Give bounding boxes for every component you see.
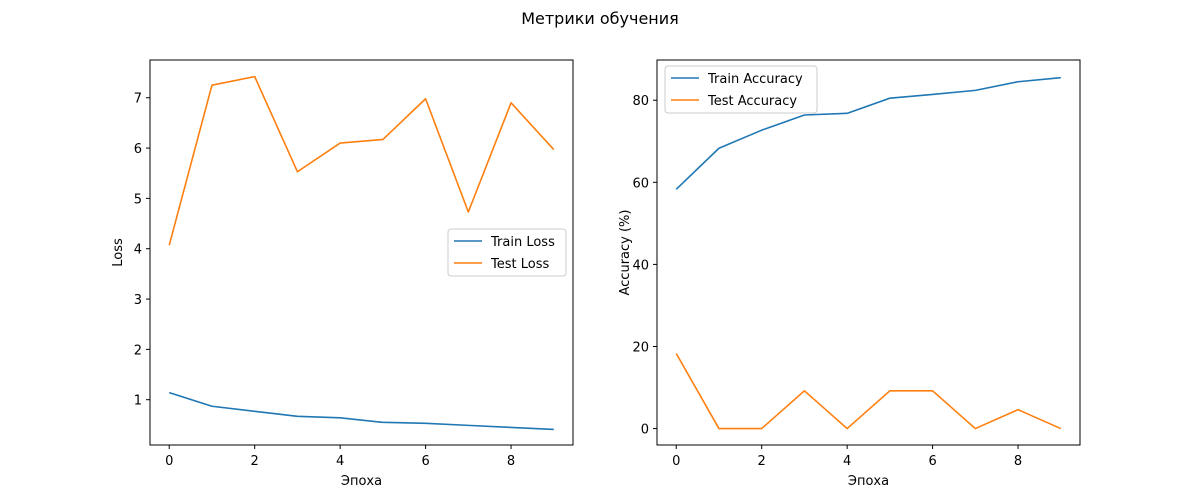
y-tick-label: 2 <box>134 343 142 358</box>
x-tick-label: 2 <box>251 454 259 469</box>
legend-label: Test Loss <box>490 257 549 272</box>
series-line-test-accuracy <box>675 353 1062 430</box>
y-tick-label: 0 <box>641 423 649 438</box>
x-axis-label: Эпоха <box>848 474 889 489</box>
y-tick-label: 20 <box>632 340 649 355</box>
x-tick-label: 2 <box>758 454 766 469</box>
loss-chart: 0 2 4 6 8 1 2 3 4 5 6 7 Эпоха Loss Train Loss Test Loss <box>111 59 574 489</box>
legend-box <box>664 65 818 114</box>
axes-frame <box>656 59 1081 446</box>
x-axis-label: Эпоха <box>341 474 382 489</box>
x-tick-label: 0 <box>165 454 173 469</box>
x-tick-label: 0 <box>672 454 680 469</box>
y-axis-label: Loss <box>111 238 126 267</box>
axes-frame <box>149 59 574 446</box>
y-tick-label: 5 <box>134 192 142 207</box>
series-line-train-loss <box>168 391 554 431</box>
x-tick-label: 4 <box>843 454 851 469</box>
legend-label: Train Loss <box>490 235 555 250</box>
series-line-train-accuracy <box>675 76 1061 190</box>
x-tick-label: 8 <box>1014 454 1022 469</box>
legend-label: Train Accuracy <box>707 72 803 87</box>
figure-suptitle: Метрики обучения <box>521 9 679 28</box>
y-tick-label: 40 <box>632 258 649 273</box>
y-tick-label: 4 <box>134 243 142 258</box>
y-axis-label: Accuracy (%) <box>618 210 633 296</box>
x-tick-label: 6 <box>421 454 429 469</box>
x-tick-label: 8 <box>507 454 515 469</box>
series-line-test-loss <box>168 75 555 246</box>
y-tick-label: 80 <box>632 94 649 109</box>
y-tick-label: 1 <box>134 394 142 409</box>
y-tick-label: 7 <box>134 92 142 107</box>
y-tick-label: 6 <box>134 142 142 157</box>
x-tick-label: 6 <box>928 454 936 469</box>
y-tick-label: 60 <box>632 176 649 191</box>
x-tick-label: 4 <box>336 454 344 469</box>
legend-label: Test Accuracy <box>707 94 797 109</box>
y-tick-label: 3 <box>134 293 142 308</box>
